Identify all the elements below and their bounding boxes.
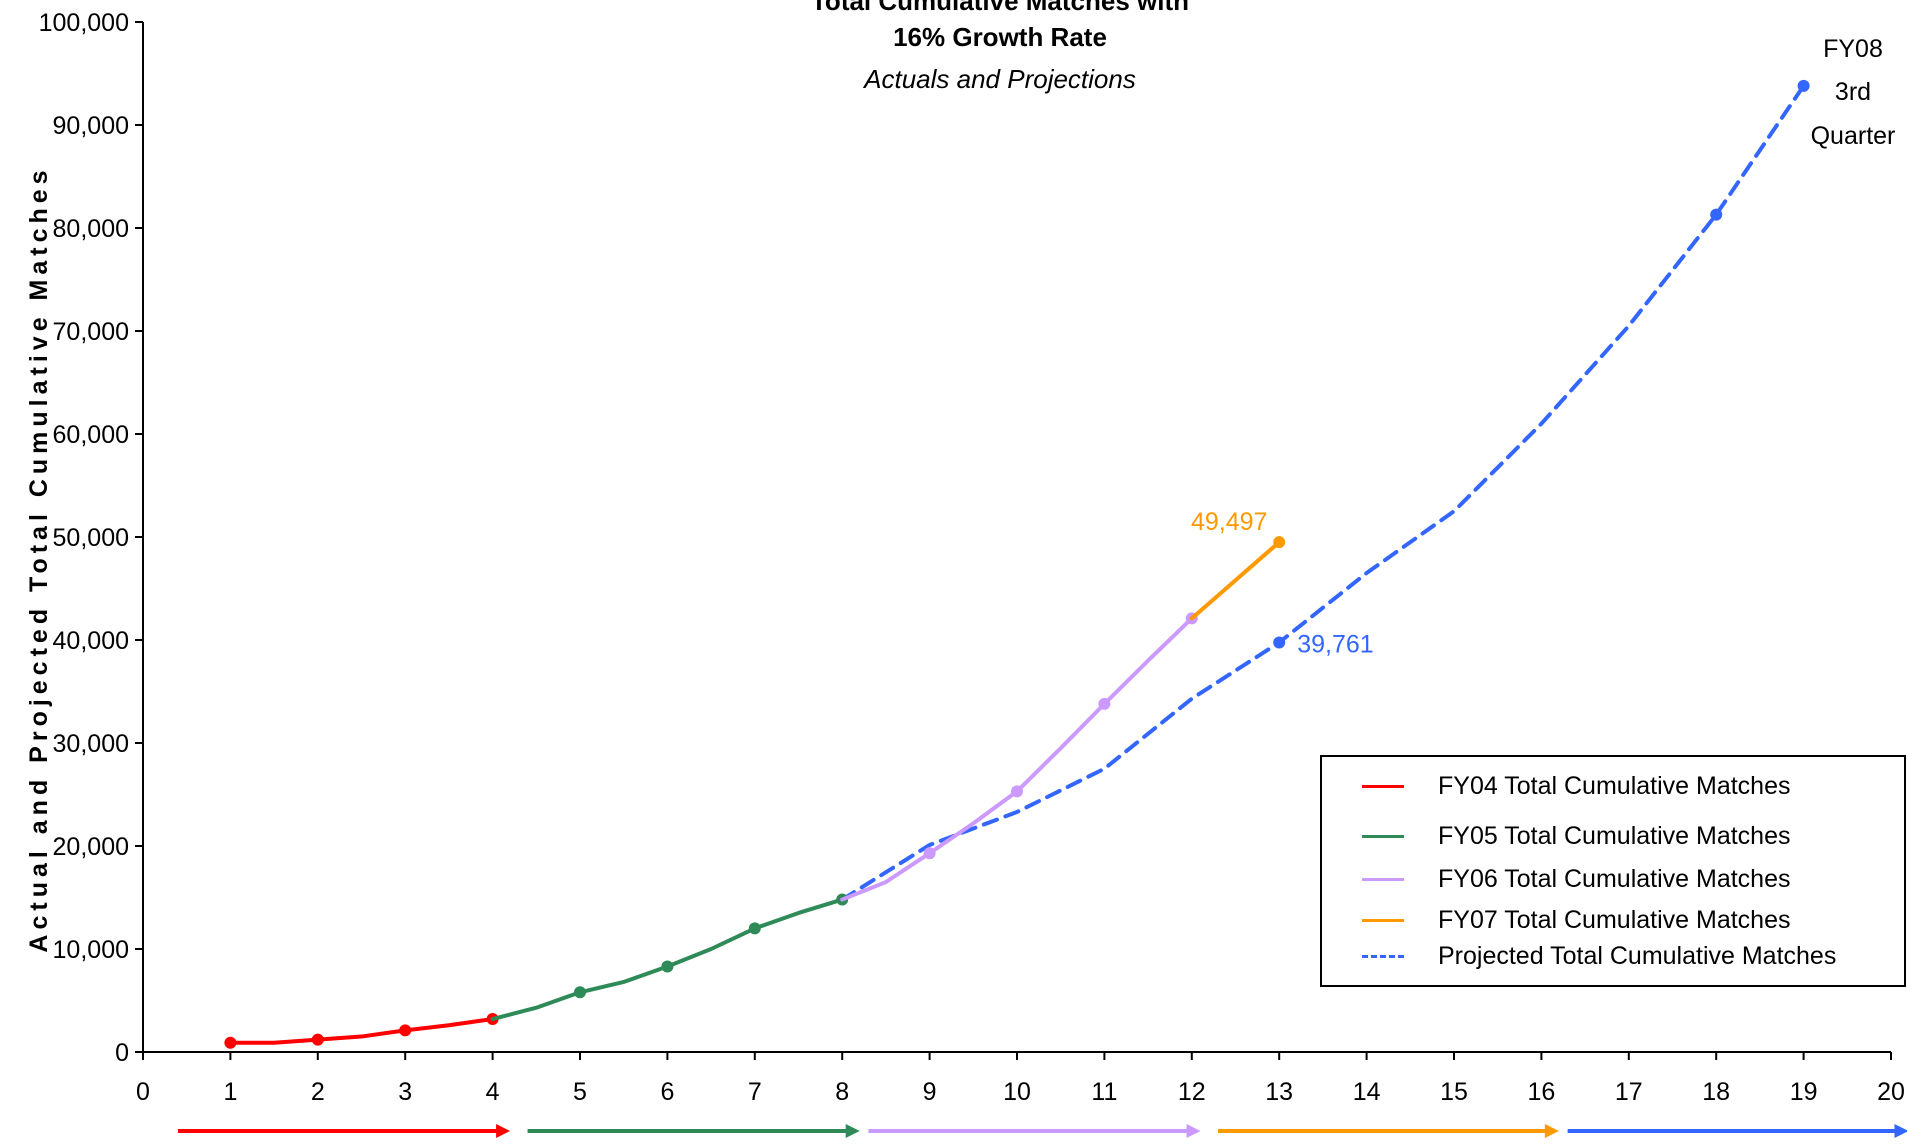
x-tick-label: 17 [1615,1078,1643,1106]
legend-swatch-fy07 [1362,918,1404,922]
y-tick-label: 10,000 [53,936,129,964]
y-axis-label: Actual and Projected Total Cumulative Ma… [25,165,53,952]
x-tick-label: 14 [1353,1078,1381,1106]
legend-label-fy05: FY05 Total Cumulative Matches [1438,821,1791,850]
series-point-1 [661,960,674,973]
fiscal-arrow-head-3 [1544,1124,1559,1138]
x-tick-label: 12 [1178,1078,1206,1106]
y-tick-label: 0 [115,1039,129,1067]
series-point-3 [1273,536,1286,549]
legend-label-fy07: FY07 Total Cumulative Matches [1438,905,1791,934]
annotation-3rd: 3rd [1835,78,1871,106]
series-point-2 [923,847,936,860]
y-tick-label: 80,000 [53,215,129,243]
legend-swatch-fy05 [1362,834,1404,838]
annotation-39761: 39,761 [1297,630,1373,658]
y-tick-label: 50,000 [53,524,129,552]
x-tick-label: 1 [223,1078,237,1106]
x-tick-label: 3 [398,1078,412,1106]
legend-label-fy04: FY04 Total Cumulative Matches [1438,771,1791,800]
legend-item-fy05: FY05 Total Cumulative Matches [1362,821,1790,851]
legend-item-fy04: FY04 Total Cumulative Matches [1362,771,1790,801]
x-tick-label: 10 [1003,1078,1031,1106]
x-tick-label: 7 [748,1078,762,1106]
series-line-3 [1189,540,1282,621]
chart-subtitle-italic: Actuals and Projections [864,64,1136,94]
series-point-0 [399,1024,412,1037]
x-tick-label: 0 [136,1078,150,1106]
x-tick-label: 16 [1527,1078,1555,1106]
series-point-2 [1011,785,1023,798]
fiscal-arrow-head-4 [1894,1124,1907,1138]
x-tick-label: 18 [1702,1078,1730,1106]
fiscal-arrow-head-1 [845,1124,860,1138]
legend-swatch-fy04 [1362,784,1404,788]
series-point-4 [1273,636,1286,649]
series-point-4 [1710,208,1723,221]
legend-item-fy07: FY07 Total Cumulative Matches [1362,905,1790,935]
legend-item-fy06: FY06 Total Cumulative Matches [1362,864,1790,894]
x-tick-label: 8 [835,1078,849,1106]
series-line-0 [228,1017,495,1045]
y-tick-label: 60,000 [53,421,129,449]
x-tick-label: 11 [1091,1078,1117,1106]
chart-legend: FY04 Total Cumulative Matches FY05 Total… [1320,755,1906,987]
y-tick-label: 40,000 [53,627,129,655]
series-point-1 [574,986,586,999]
x-tick-label: 15 [1440,1078,1468,1106]
chart-subtitle: 16% Growth Rate [893,22,1107,52]
x-tick-label: 20 [1877,1078,1905,1106]
y-tick-label: 30,000 [53,730,129,758]
y-tick-label: 70,000 [53,318,129,346]
series-line-4 [840,83,1806,902]
series-point-0 [224,1036,237,1049]
x-tick-label: 13 [1265,1078,1293,1106]
x-tick-label: 9 [923,1078,937,1106]
fiscal-arrow-head-2 [1186,1124,1201,1138]
series-point-2 [1098,697,1111,710]
legend-swatch-fy06 [1362,877,1404,881]
legend-label-projected: Projected Total Cumulative Matches [1438,941,1837,970]
y-tick-label: 100,000 [39,9,129,37]
legend-label-fy06: FY06 Total Cumulative Matches [1438,864,1791,893]
annotation-quarter: Quarter [1811,122,1896,150]
x-tick-label: 4 [486,1078,500,1106]
series-point-4 [1797,79,1810,92]
fiscal-arrow-head-0 [496,1124,511,1138]
y-tick-label: 20,000 [53,833,129,861]
x-tick-label: 5 [573,1078,587,1106]
chart-title: Total Cumulative Matches with [810,0,1189,16]
y-tick-label: 90,000 [53,112,129,140]
legend-swatch-projected [1362,954,1404,958]
legend-item-projected: Projected Total Cumulative Matches [1362,941,1836,971]
x-tick-label: 2 [311,1078,325,1106]
annotation-fy08: FY08 [1823,35,1883,63]
annotation-49497: 49,497 [1191,508,1267,536]
series-point-0 [311,1033,324,1046]
x-tick-label: 6 [660,1078,674,1106]
series-point-1 [748,922,761,935]
series-line-1 [490,897,845,1022]
series-line-2 [840,616,1194,902]
x-tick-label: 19 [1790,1078,1818,1106]
